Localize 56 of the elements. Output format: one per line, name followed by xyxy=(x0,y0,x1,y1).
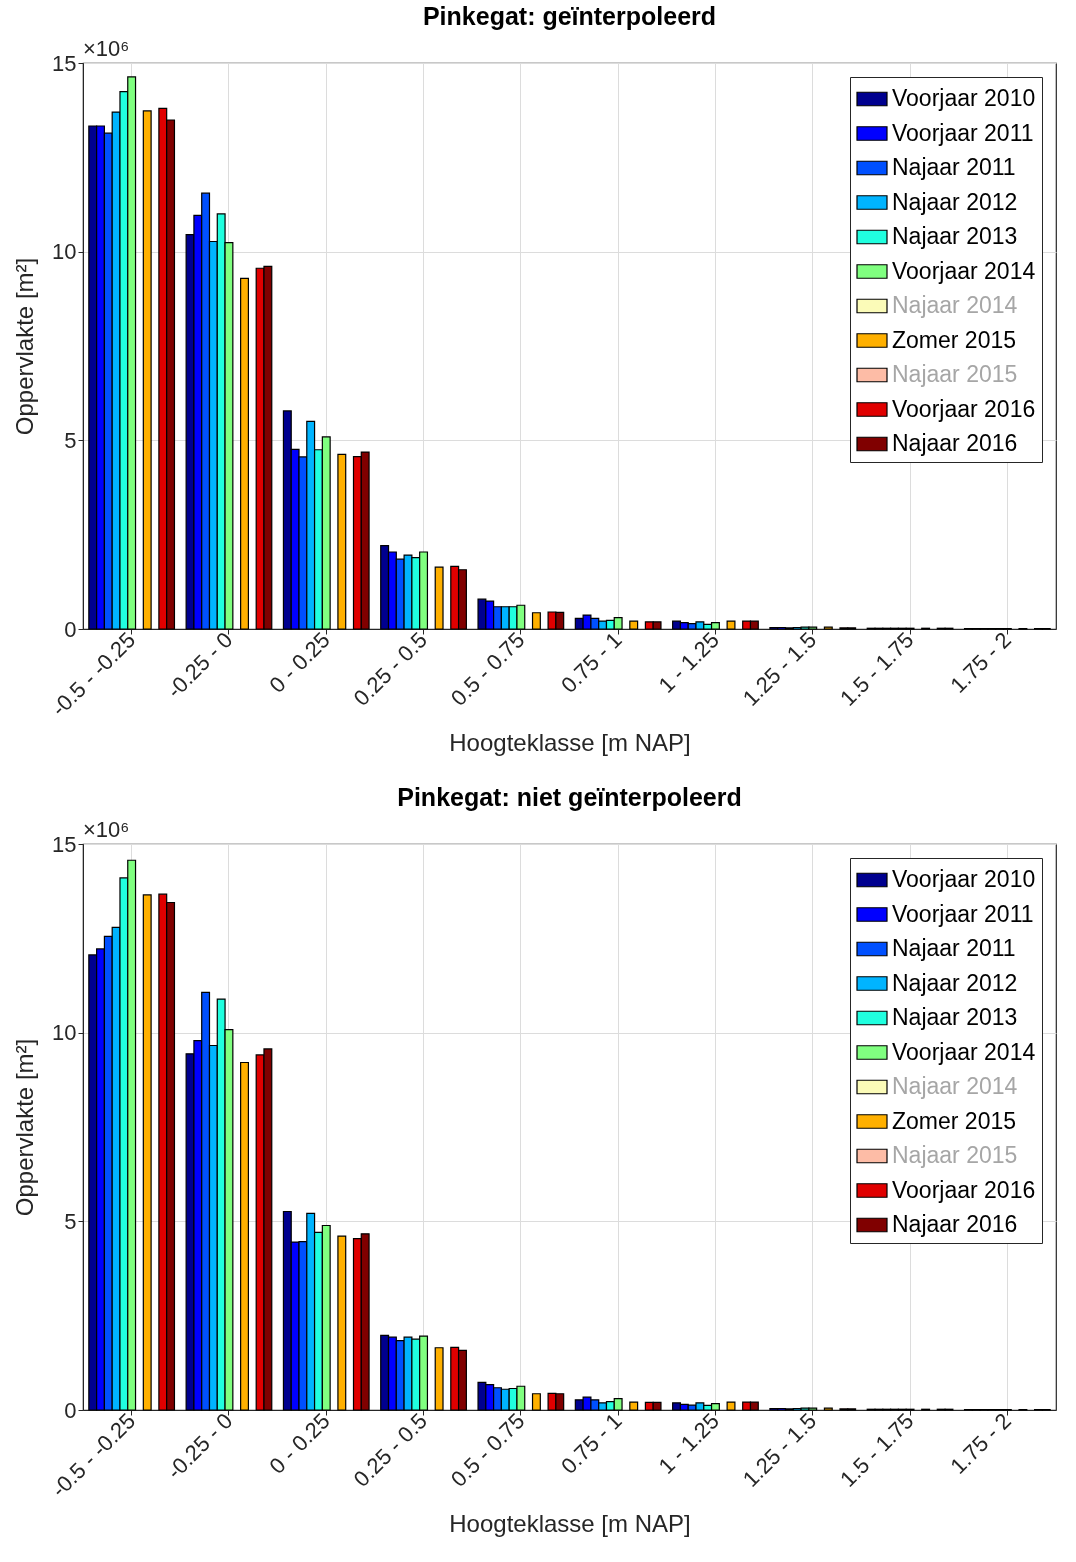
x-tick-label: 0.5 - 0.75 xyxy=(445,1408,530,1492)
bar xyxy=(726,620,736,630)
bar xyxy=(142,110,152,630)
y-tick-label: 10 xyxy=(52,1020,77,1046)
legend-label: Voorjaar 2011 xyxy=(892,900,1034,927)
y-axis-title: Oppervlakte [m²] xyxy=(11,1038,39,1217)
legend-label: Voorjaar 2014 xyxy=(892,257,1036,284)
bar xyxy=(337,1235,347,1411)
legend-label: Najaar 2011 xyxy=(892,154,1016,180)
x-tick-label: 0 - 0.25 xyxy=(264,1408,335,1479)
legend-label: Voorjaar 2016 xyxy=(892,395,1036,422)
x-axis-title: Hoogteklasse [m NAP] xyxy=(449,729,691,757)
y-tick-label: 5 xyxy=(64,427,77,453)
bar xyxy=(434,1347,444,1411)
bar xyxy=(240,277,250,630)
chart-title: Pinkegat: geïnterpoleerd xyxy=(422,2,717,30)
bar xyxy=(337,453,347,630)
y-axis-title: Oppervlakte [m²] xyxy=(11,257,39,436)
legend-label: Voorjaar 2010 xyxy=(892,866,1036,892)
bar xyxy=(142,894,152,1411)
legend-label: Zomer 2015 xyxy=(892,1107,1017,1134)
legend-label: Zomer 2015 xyxy=(892,326,1017,353)
bar xyxy=(726,1401,736,1411)
legend-label: Najaar 2015 xyxy=(892,361,1018,387)
y-tick-label: 0 xyxy=(64,616,77,642)
chart-title: Pinkegat: niet geïnterpoleerd xyxy=(397,783,742,811)
legend-label: Voorjaar 2016 xyxy=(892,1176,1036,1203)
legend-label: Najaar 2015 xyxy=(892,1142,1018,1168)
text: ×10⁶ xyxy=(83,817,130,842)
legend-label: Najaar 2014 xyxy=(892,1073,1018,1099)
bar xyxy=(240,1061,250,1411)
legend-label: Najaar 2013 xyxy=(892,223,1018,249)
x-tick-label: 0 - 0.25 xyxy=(264,627,335,698)
legend-label: Voorjaar 2011 xyxy=(892,119,1034,146)
x-tick-label: 0.5 - 0.75 xyxy=(445,627,530,711)
legend-label: Najaar 2011 xyxy=(892,935,1016,961)
bar xyxy=(629,620,639,630)
legend-label: Voorjaar 2010 xyxy=(892,85,1036,111)
bar xyxy=(531,1393,541,1411)
y-tick-label: 15 xyxy=(52,831,77,857)
legend-label: Najaar 2012 xyxy=(892,188,1018,215)
legend-label: Najaar 2016 xyxy=(892,430,1018,456)
text: ×10⁶ xyxy=(83,36,130,61)
legend-label: Najaar 2014 xyxy=(892,292,1018,318)
legend-label: Najaar 2012 xyxy=(892,969,1018,996)
legend-label: Najaar 2013 xyxy=(892,1004,1018,1030)
y-tick-label: 0 xyxy=(64,1397,77,1423)
bar xyxy=(434,566,444,630)
y-tick-label: 10 xyxy=(52,239,77,265)
bar xyxy=(629,1401,639,1411)
y-tick-label: 5 xyxy=(64,1208,77,1234)
x-axis-title: Hoogteklasse [m NAP] xyxy=(449,1510,691,1538)
bar xyxy=(531,612,541,630)
legend-label: Voorjaar 2014 xyxy=(892,1038,1036,1065)
legend-label: Najaar 2016 xyxy=(892,1211,1018,1237)
y-tick-label: 15 xyxy=(52,50,77,76)
